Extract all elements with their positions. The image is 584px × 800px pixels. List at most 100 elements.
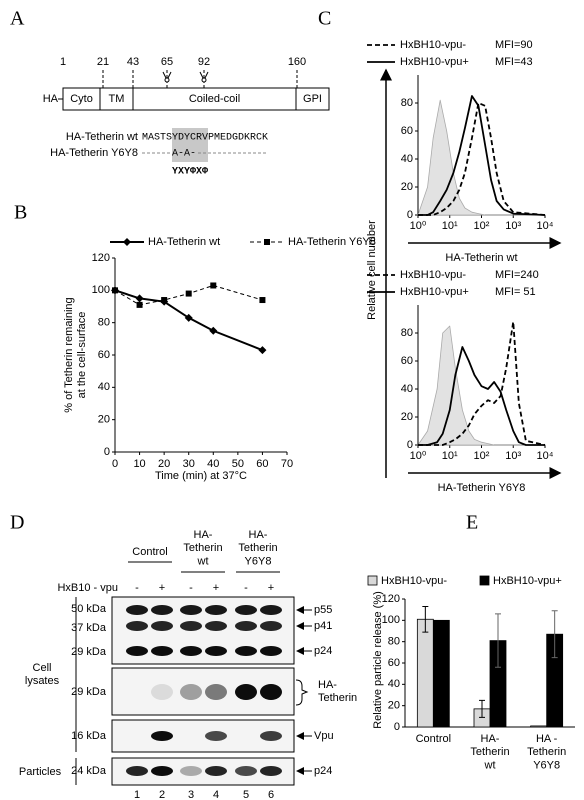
x-tick-label: 0 <box>112 458 118 470</box>
x-tick-label: 10³ <box>505 450 521 462</box>
blot-band <box>205 684 227 700</box>
size-marker: 24 kDa <box>71 765 107 777</box>
blot-band <box>205 731 227 741</box>
error-bar <box>495 613 501 668</box>
marker <box>184 313 193 322</box>
y-tick-label: 100 <box>92 284 110 296</box>
bar <box>416 618 434 728</box>
sequence: A-A- <box>172 149 196 160</box>
density-curve <box>418 346 545 446</box>
sample-header: HxB10 - vpu <box>57 582 118 594</box>
lane-number: 3 <box>188 789 194 800</box>
y-tick-label: 80 <box>388 636 400 648</box>
domain-label: GPI <box>303 93 322 105</box>
x-tick-label: 10⁰ <box>410 450 427 462</box>
density-curve <box>417 325 546 446</box>
blot-band <box>151 684 173 700</box>
x-tick-label: 10² <box>474 450 490 462</box>
bar <box>530 725 548 728</box>
blot-band <box>126 621 148 631</box>
x-tick-label: 10⁰ <box>410 220 427 232</box>
blot-band <box>151 605 173 615</box>
band-label: p55 <box>314 604 332 616</box>
marker <box>258 346 267 355</box>
glycosylation-site <box>201 77 207 83</box>
residue-number: 92 <box>198 56 210 68</box>
legend-label: HA-Tetherin wt <box>148 236 220 248</box>
row-label: Particles <box>19 766 62 778</box>
legend-label: HxBH10-vpu+ <box>400 286 469 298</box>
blot-band <box>180 646 202 656</box>
legend-marker <box>123 238 131 246</box>
y-tick-label: 100 <box>382 614 400 626</box>
blot-band <box>151 766 173 776</box>
residue-number: 65 <box>161 56 173 68</box>
x-tick-label: HA -Tetherin Y6Y8 <box>527 733 566 771</box>
y-axis-title: Relative particle release (%) <box>372 591 384 729</box>
lane-sign: - <box>189 582 193 594</box>
blot-band <box>235 605 257 615</box>
x-tick-label: 10 <box>133 458 145 470</box>
blot-band <box>260 646 282 656</box>
legend-label: HxBH10-vpu- <box>400 269 466 281</box>
y-tick-label: 40 <box>401 153 413 165</box>
mfi-label: MFI=240 <box>495 269 539 281</box>
y-tick-label: 20 <box>388 700 400 712</box>
blot-band <box>260 605 282 615</box>
row-label: Cell lysates <box>25 662 60 687</box>
blot-band <box>205 766 227 776</box>
mfi-label: MFI=90 <box>495 39 533 51</box>
blot-band <box>260 684 282 700</box>
group-label: HA-Tetherin wt <box>183 529 222 567</box>
x-tick-label: 20 <box>158 458 170 470</box>
size-marker: 29 kDa <box>71 686 107 698</box>
motif-highlight <box>172 128 208 162</box>
y-tick-label: 20 <box>401 181 413 193</box>
domain-box <box>62 87 330 111</box>
bar <box>432 619 450 728</box>
legend-label: HxBH10-vpu- <box>381 575 447 587</box>
blot-band <box>151 731 173 741</box>
lane-number: 6 <box>268 789 274 800</box>
y-tick-label: 60 <box>401 125 413 137</box>
blot-band <box>235 684 257 700</box>
lane-sign: + <box>159 582 165 594</box>
legend-label: HxBH10-vpu- <box>400 39 466 51</box>
x-tick-label: 10¹ <box>442 220 458 232</box>
y-tick-label: 40 <box>388 678 400 690</box>
x-tick-label: 50 <box>232 458 244 470</box>
blot-band <box>235 621 257 631</box>
marker <box>136 301 143 308</box>
y-tick-label: 80 <box>401 327 413 339</box>
x-tick-label: 10¹ <box>442 450 458 462</box>
y-tick-label: 40 <box>401 383 413 395</box>
x-tick-label: 10² <box>474 220 490 232</box>
density-curve <box>418 102 546 216</box>
domain-label: Coiled-coil <box>189 93 240 105</box>
y-tick-label: 80 <box>98 317 110 329</box>
marker <box>185 290 192 297</box>
size-marker: 16 kDa <box>71 730 107 742</box>
panel-label: A <box>10 8 25 30</box>
panel-label: B <box>14 202 27 224</box>
blot-band <box>126 605 148 615</box>
lane-number: 4 <box>213 789 219 800</box>
blot-frame <box>111 719 295 753</box>
x-axis-title: HA-Tetherin Y6Y8 <box>438 482 526 494</box>
x-tick-label: 70 <box>281 458 293 470</box>
y-tick-label: 120 <box>92 252 110 264</box>
lane-number: 1 <box>134 789 140 800</box>
y-tick-label: 20 <box>401 411 413 423</box>
band-label: p24 <box>314 645 332 657</box>
x-tick-label: 10⁴ <box>537 220 554 232</box>
density-curve <box>418 95 546 216</box>
blot-band <box>260 766 282 776</box>
x-axis-title: Time (min) at 37°C <box>155 470 247 482</box>
y-tick-label: 120 <box>382 593 400 605</box>
panel-label: D <box>10 512 24 534</box>
blot-band <box>180 605 202 615</box>
residue-number: 1 <box>60 56 66 68</box>
blot-band <box>205 621 227 631</box>
y-axis-title: Relative cell number <box>366 220 378 320</box>
blot-band <box>180 766 202 776</box>
